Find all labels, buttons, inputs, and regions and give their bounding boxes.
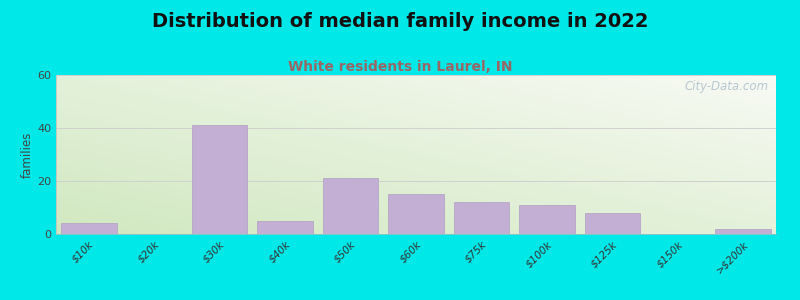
Bar xyxy=(519,205,574,234)
Bar xyxy=(388,194,444,234)
Bar xyxy=(258,221,313,234)
Bar xyxy=(715,229,771,234)
Bar xyxy=(192,125,247,234)
Text: City-Data.com: City-Data.com xyxy=(685,80,769,93)
Bar xyxy=(322,178,378,234)
Bar xyxy=(454,202,510,234)
Bar xyxy=(61,224,117,234)
Text: White residents in Laurel, IN: White residents in Laurel, IN xyxy=(288,60,512,74)
Y-axis label: families: families xyxy=(22,131,34,178)
Bar xyxy=(585,213,640,234)
Text: Distribution of median family income in 2022: Distribution of median family income in … xyxy=(152,12,648,31)
